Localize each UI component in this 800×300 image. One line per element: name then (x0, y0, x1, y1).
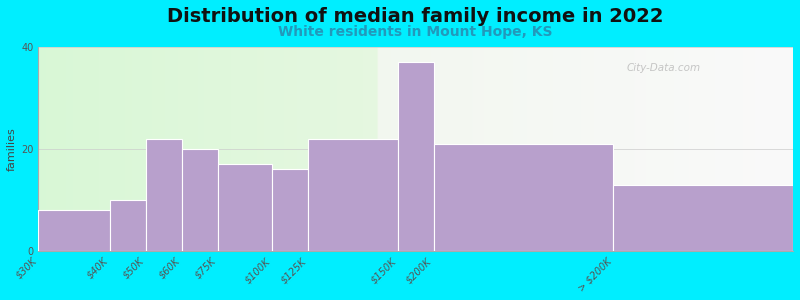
Title: Distribution of median family income in 2022: Distribution of median family income in … (167, 7, 664, 26)
Y-axis label: families: families (7, 127, 17, 171)
Bar (38, 210, 110, 251)
Bar (614, 185, 793, 251)
Bar (182, 149, 218, 251)
Bar (218, 164, 272, 251)
Bar (398, 62, 434, 251)
Bar (308, 139, 398, 251)
Bar (272, 169, 308, 251)
Text: City-Data.com: City-Data.com (627, 63, 701, 73)
Text: White residents in Mount Hope, KS: White residents in Mount Hope, KS (278, 25, 553, 39)
Bar (434, 144, 614, 251)
Bar (110, 200, 146, 251)
Bar (146, 139, 182, 251)
